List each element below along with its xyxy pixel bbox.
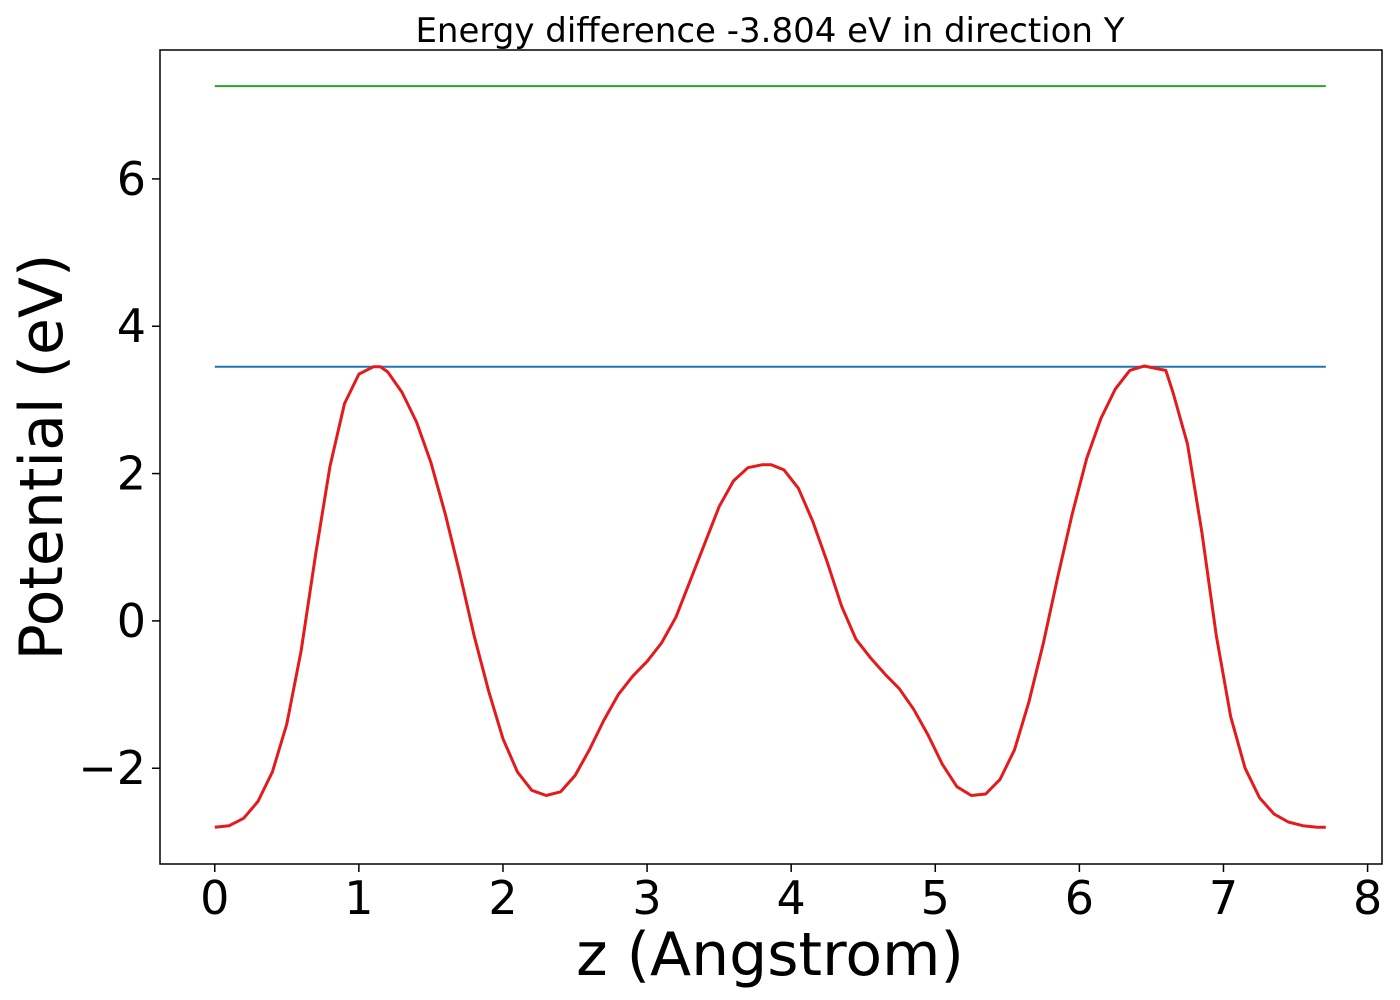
y-axis-ticks: −2 0 2 4 6 — [78, 152, 160, 795]
x-tick-label: 3 — [632, 871, 661, 925]
y-tick-label: 6 — [117, 152, 146, 206]
x-tick-label: 6 — [1065, 871, 1094, 925]
x-tick-label: 4 — [777, 871, 806, 925]
x-tick-label: 7 — [1209, 871, 1238, 925]
x-tick-label: 2 — [488, 871, 517, 925]
x-tick-label: 5 — [921, 871, 950, 925]
y-tick-label: −2 — [78, 741, 146, 795]
plot-lines — [214, 85, 1326, 829]
y-tick-label: 0 — [117, 594, 146, 648]
series-line-3 — [214, 364, 1326, 829]
x-axis-label: z (Angstrom) — [576, 920, 964, 990]
x-axis-ticks: 0 1 2 3 4 5 6 7 8 — [200, 864, 1382, 925]
x-tick-label: 0 — [200, 871, 229, 925]
x-tick-label: 1 — [344, 871, 373, 925]
x-tick-label: 8 — [1353, 871, 1382, 925]
plot-frame — [159, 49, 1383, 865]
y-tick-label: 2 — [117, 447, 146, 501]
chart-title: Energy difference -3.804 eV in direction… — [415, 11, 1124, 51]
y-tick-label: 4 — [117, 299, 146, 353]
y-axis-label: Potential (eV) — [7, 254, 77, 661]
